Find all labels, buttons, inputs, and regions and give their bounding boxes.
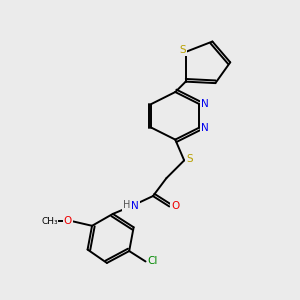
Text: H: H [123,200,130,210]
Text: O: O [64,216,72,226]
Text: S: S [179,45,186,56]
Text: N: N [131,202,139,212]
Text: N: N [201,99,209,109]
Text: CH₃: CH₃ [41,217,58,226]
Text: Cl: Cl [148,256,158,266]
Text: N: N [201,123,209,133]
Text: S: S [186,154,193,164]
Text: O: O [171,202,179,212]
